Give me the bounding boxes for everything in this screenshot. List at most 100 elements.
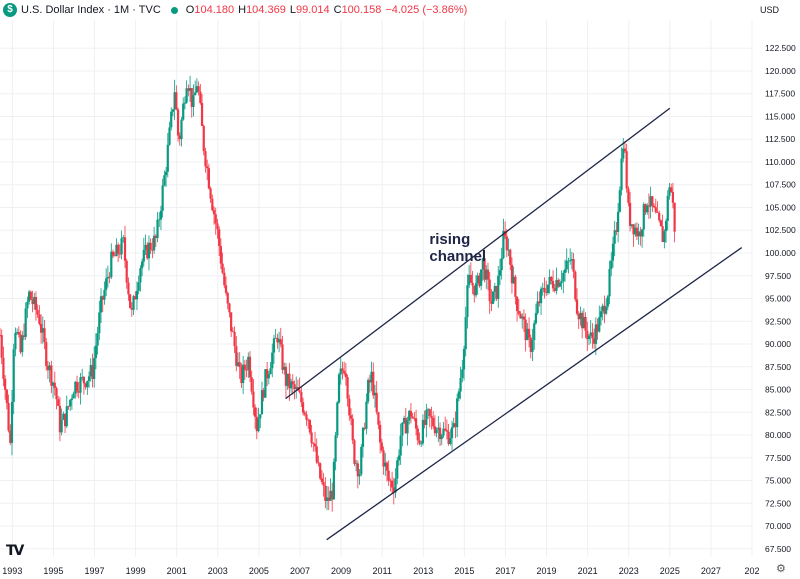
candle-body [654, 207, 657, 213]
candle-body [370, 371, 373, 383]
candle-body [533, 323, 536, 341]
candle-body [257, 418, 260, 432]
candle-body [317, 462, 320, 464]
candle-body [627, 188, 630, 203]
y-tick-label: 110.000 [765, 157, 795, 167]
candle-body [392, 487, 395, 493]
x-tick-label: 2027 [701, 566, 721, 576]
candle-body [43, 328, 46, 343]
candle-body [2, 357, 5, 379]
candle-body [9, 430, 12, 443]
candle-body [476, 275, 479, 284]
currency-label[interactable]: USD [760, 5, 780, 15]
candle-body [575, 299, 579, 314]
candle-body [652, 205, 656, 208]
candle-body [617, 211, 620, 232]
candle-body [197, 86, 200, 92]
change-value: −4.025 (−3.86%) [385, 4, 468, 16]
y-axis[interactable]: 67.500 70.000 72.500 75.000 77.500 80.000 82.5… [765, 43, 796, 554]
candle-body [152, 235, 156, 251]
x-tick-label: 2005 [249, 566, 269, 576]
candle-body [605, 306, 608, 314]
gear-icon[interactable]: ⚙ [776, 563, 786, 575]
candle-body [176, 109, 180, 136]
tradingview-logo[interactable]: TV [6, 543, 24, 559]
candle-body [341, 368, 344, 371]
candle-body [99, 296, 103, 313]
candle-body [332, 461, 335, 500]
candle-body [548, 276, 551, 285]
candle-body [219, 246, 222, 264]
symbol-title[interactable]: U.S. Dollar Index · 1M · TVC [21, 4, 161, 16]
candle-body [19, 334, 22, 353]
y-tick-label: 82.500 [765, 407, 791, 417]
x-tick-label: 1993 [2, 566, 22, 576]
candle-body [608, 269, 611, 297]
candle-body [428, 409, 431, 417]
candle-body [507, 249, 510, 251]
candle-body [565, 260, 568, 270]
candle-body [620, 158, 623, 191]
candle-body [593, 338, 596, 344]
candle-body [242, 364, 245, 384]
channel-line-lower[interactable] [326, 247, 743, 541]
candle-body [438, 427, 442, 440]
candle-body [199, 91, 202, 103]
candle-body [98, 312, 101, 334]
candle-body [84, 383, 87, 388]
y-tick-label: 77.500 [765, 453, 791, 463]
candle-body [500, 258, 503, 271]
x-axis[interactable]: 1993 1995 1997 1999 2001 2003 2005 2007 2009 2011… [2, 566, 759, 576]
annotation-text[interactable]: channel [429, 248, 486, 265]
candlestick-series [0, 75, 676, 512]
candle-body [254, 407, 257, 417]
candle-body [279, 339, 282, 345]
candle-body [170, 111, 173, 128]
candle-body [387, 470, 390, 481]
candle-body [536, 301, 539, 314]
candle-body [389, 480, 392, 482]
candle-body [589, 332, 592, 336]
candle-body [72, 393, 75, 399]
chart-legend[interactable]: $ U.S. Dollar Index · 1M · TVC O 104.180 … [0, 0, 467, 20]
rising-channel[interactable] [285, 107, 743, 541]
candle-body [515, 296, 519, 311]
y-tick-label: 80.000 [765, 430, 791, 440]
x-tick-label: 2021 [578, 566, 598, 576]
candle-body [368, 379, 371, 383]
annotation-text[interactable]: rising [429, 231, 470, 248]
candle-body [606, 296, 609, 307]
x-tick-label: 2013 [413, 566, 433, 576]
open-label: O [185, 4, 195, 16]
candle-body [110, 251, 113, 278]
candle-body [26, 301, 29, 309]
candle-body [31, 299, 34, 305]
candle-body [423, 419, 426, 425]
candle-body [204, 151, 207, 167]
candle-body [365, 401, 368, 429]
candle-body [262, 390, 265, 398]
candle-body [164, 171, 168, 176]
candle-body [272, 338, 276, 353]
candle-body [0, 334, 2, 336]
candle-body [570, 259, 573, 261]
candle-body [615, 230, 618, 232]
candle-body [534, 313, 538, 324]
candle-body [154, 235, 157, 239]
candle-body [129, 294, 132, 308]
channel-line-upper[interactable] [285, 107, 671, 400]
x-tick-label: 2011 [372, 566, 391, 576]
candle-body [93, 358, 96, 379]
y-tick-label: 112.500 [765, 134, 795, 144]
candle-body [414, 418, 418, 429]
candle-body [373, 392, 377, 396]
candle-body [0, 335, 3, 358]
candle-body [498, 270, 502, 276]
candle-body [91, 365, 94, 379]
candle-body [495, 285, 498, 299]
candle-body [401, 422, 404, 436]
candle-body [322, 481, 325, 486]
y-tick-label: 122.500 [765, 43, 796, 53]
candle-body [435, 429, 438, 434]
